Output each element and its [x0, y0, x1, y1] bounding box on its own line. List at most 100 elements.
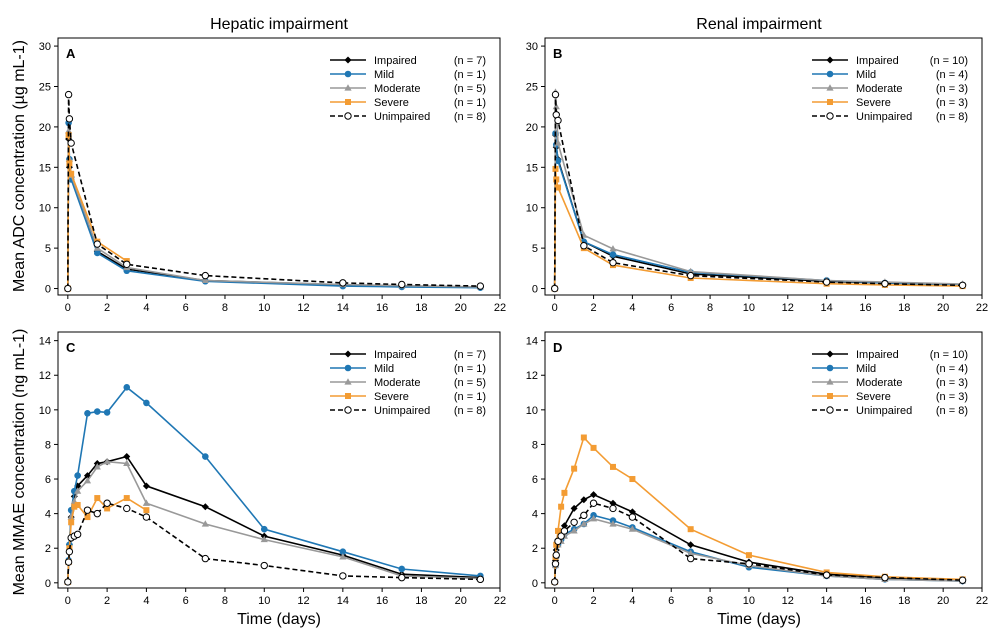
- legend-count: (n = 3): [936, 97, 968, 109]
- legend-count: (n = 7): [454, 55, 486, 67]
- data-point-mild: [554, 157, 562, 165]
- data-point-impaired: [628, 508, 636, 516]
- data-point-mild: [609, 251, 617, 258]
- legend-count: (n = 8): [454, 405, 486, 417]
- x-tick-label: 20: [455, 302, 467, 314]
- plot-frame: [544, 37, 983, 296]
- data-point-unimpaired: [123, 504, 131, 513]
- data-point-severe: [552, 165, 559, 172]
- series-line-unimpaired: [67, 94, 481, 289]
- series-moderate: [64, 457, 484, 585]
- y-tick-label: 5: [532, 243, 538, 255]
- x-tick-label: 12: [782, 302, 794, 314]
- x-tick-label: 4: [629, 595, 635, 607]
- x-tick-label: 14: [337, 302, 349, 314]
- plot-frame: [57, 37, 501, 296]
- x-tick-label: 2: [104, 595, 110, 607]
- data-point-unimpaired: [958, 281, 967, 290]
- legend-label: Impaired: [856, 349, 899, 361]
- row-ylabel-mmae: Mean MMAE concentration (ng mL-1): [11, 329, 28, 596]
- data-point-unimpaired: [93, 509, 101, 518]
- plot-frame: [57, 331, 501, 589]
- data-point-unimpaired: [686, 554, 695, 563]
- data-point-unimpaired: [822, 571, 831, 579]
- x-tick-label: 2: [104, 302, 110, 314]
- data-point-mild: [339, 548, 347, 555]
- legend-label: Impaired: [374, 349, 417, 361]
- data-point-unimpaired: [201, 271, 210, 280]
- legend-marker-severe: [345, 99, 351, 105]
- data-point-unimpaired: [103, 499, 111, 507]
- legend-marker-mild: [826, 70, 834, 78]
- panel-label: C: [66, 340, 76, 355]
- x-tick-label: 10: [743, 595, 755, 607]
- legend-count: (n = 8): [936, 111, 968, 123]
- x-tick-label: 10: [258, 302, 270, 314]
- legend-count: (n = 4): [936, 363, 968, 375]
- x-tick-label: 16: [376, 302, 388, 314]
- data-point-moderate: [570, 527, 578, 534]
- data-point-unimpaired: [65, 115, 74, 123]
- data-point-unimpaired: [67, 139, 75, 147]
- data-point-unimpaired: [881, 279, 889, 288]
- legend-count: (n = 1): [454, 69, 486, 81]
- y-tick-label: 30: [526, 41, 538, 53]
- y-tick-label: 10: [39, 405, 51, 417]
- legend-marker-mild: [344, 70, 352, 78]
- y-tick-label: 6: [532, 474, 538, 486]
- data-point-severe: [745, 552, 752, 559]
- x-tick-label: 8: [222, 302, 228, 314]
- data-point-severe: [629, 476, 636, 483]
- data-point-mild: [260, 525, 268, 533]
- data-point-severe: [94, 495, 101, 502]
- legend-marker-mild: [826, 364, 834, 372]
- data-point-unimpaired: [589, 499, 598, 507]
- panel-label: D: [553, 340, 562, 355]
- legend-marker-unimpaired: [344, 406, 352, 414]
- panel-A: 0 2 4 6 8 10 12 14 16 18 20 22 0 5 10 15 20 25 30 A Impaired…: [39, 37, 506, 314]
- panel-label: A: [66, 46, 76, 61]
- legend-marker-impaired: [344, 56, 352, 64]
- x-tick-label: 6: [183, 595, 189, 607]
- data-point-moderate: [554, 139, 562, 146]
- data-point-unimpaired: [560, 527, 569, 535]
- data-point-severe: [687, 526, 694, 533]
- legend-label: Impaired: [856, 55, 899, 67]
- data-point-unimpaired: [123, 260, 131, 268]
- data-point-severe: [123, 495, 130, 502]
- x-tick-label: 14: [337, 595, 349, 607]
- legend-marker-unimpaired: [826, 112, 834, 120]
- y-tick-label: 0: [532, 578, 538, 590]
- legend-label: Mild: [374, 69, 394, 81]
- legend-label: Unimpaired: [856, 405, 912, 417]
- x-tick-label: 16: [859, 302, 871, 314]
- data-point-mild: [84, 409, 91, 417]
- x-tick-label: 10: [743, 302, 755, 314]
- x-tick-label: 12: [782, 595, 794, 607]
- data-point-severe: [590, 444, 597, 451]
- data-point-moderate: [609, 520, 617, 527]
- x-tick-label: 18: [898, 595, 910, 607]
- series-line-unimpaired: [553, 502, 963, 582]
- data-point-moderate: [123, 459, 131, 467]
- series-unimpaired: [64, 90, 485, 293]
- legend-label: Impaired: [374, 55, 417, 67]
- data-point-severe: [71, 503, 78, 510]
- legend-marker-unimpaired: [344, 112, 352, 120]
- x-tick-label: 16: [859, 595, 871, 607]
- x-tick-label: 8: [222, 595, 228, 607]
- data-point-moderate: [201, 520, 209, 527]
- legend-count: (n = 7): [454, 349, 486, 361]
- data-point-mild: [123, 384, 131, 391]
- data-point-unimpaired: [822, 278, 831, 286]
- x-tick-label: 12: [297, 302, 309, 314]
- data-point-unimpaired: [881, 573, 889, 582]
- data-point-unimpaired: [958, 576, 967, 584]
- legend-count: (n = 1): [454, 363, 486, 375]
- y-tick-label: 2: [532, 543, 538, 555]
- x-tick-label: 0: [552, 595, 558, 607]
- x-tick-label: 18: [415, 595, 427, 607]
- legend-marker-severe: [827, 99, 833, 105]
- y-tick-label: 10: [526, 405, 538, 417]
